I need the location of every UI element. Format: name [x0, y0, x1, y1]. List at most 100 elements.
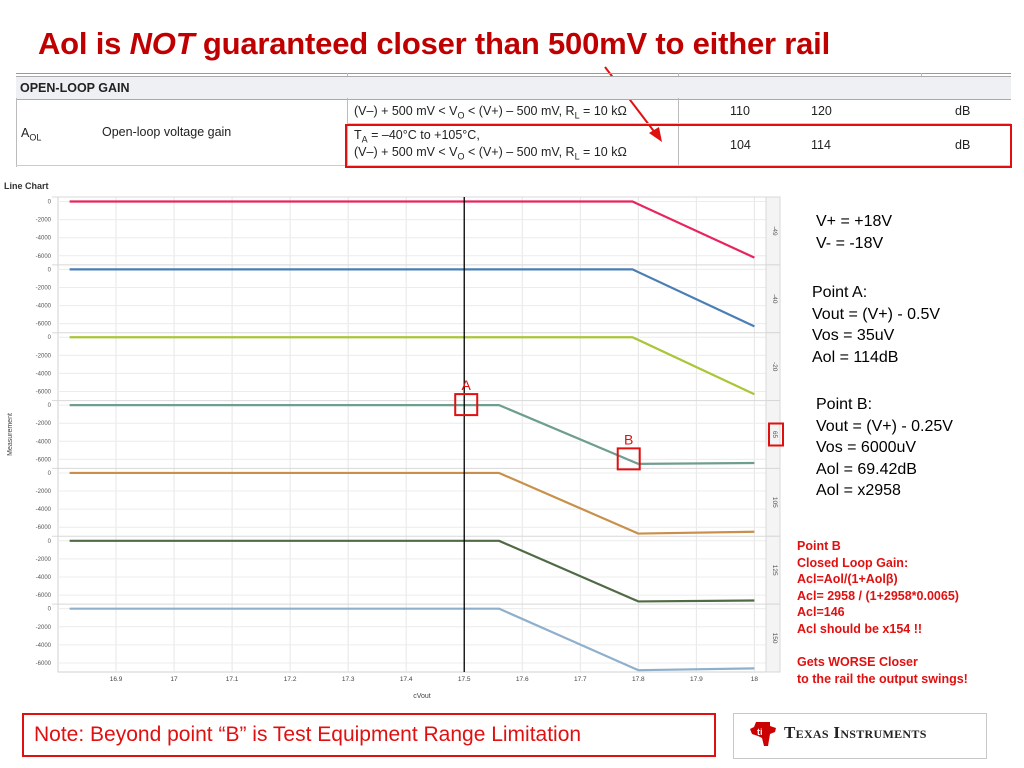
rail-positive: V+ = +18V [816, 213, 893, 230]
series-line [69, 403, 755, 466]
x-tick-label: 17.3 [342, 676, 355, 683]
title-post: guaranteed closer than 500mV to either r… [194, 26, 830, 61]
y-tick-label: -4000 [36, 575, 52, 581]
x-tick-label: 17.8 [632, 676, 645, 683]
spec-table-header: OPEN-LOOP GAIN [16, 76, 1011, 100]
y-tick-label: -2000 [36, 285, 52, 291]
svg-text:ti: ti [757, 727, 763, 737]
chart-title: Line Chart [4, 181, 49, 191]
y-tick-label: -4000 [36, 643, 52, 649]
point-b-line: Point B: [816, 396, 873, 413]
note-text: Note: Beyond point “B” is Test Equipment… [34, 723, 582, 746]
x-tick-label: 17.7 [574, 676, 587, 683]
point-b-text: Point B: Vout = (V+) - 0.25V Vos = 6000u… [816, 394, 953, 502]
x-tick-label: 17.2 [284, 676, 297, 683]
annotation-label: B [624, 431, 633, 447]
point-a-text: Point A: Vout = (V+) - 0.5V Vos = 35uV A… [812, 282, 940, 368]
y-tick-label: -6000 [36, 525, 52, 531]
closed-loop-line: to the rail the output swings! [797, 671, 968, 686]
title-pre: Aol is [38, 26, 130, 61]
y-tick-label: 0 [48, 539, 52, 545]
y-tick-label: -2000 [36, 421, 52, 427]
spec-row2-typ: 114 [811, 138, 831, 152]
highlight-row-box [345, 124, 1012, 168]
point-a-line: Aol = 114dB [812, 348, 899, 366]
brand-name: Texas Instruments [784, 723, 927, 742]
closed-loop-line: Point B [797, 539, 841, 553]
y-tick-label: -6000 [36, 254, 52, 260]
y-tick-label: 0 [48, 267, 52, 273]
annotation-label: A [462, 377, 472, 393]
panel-label-highlight [768, 422, 784, 447]
spec-row1-min: 110 [730, 104, 750, 118]
annotation-box [616, 447, 641, 471]
closed-loop-line: Acl should be x154 !! [797, 621, 923, 636]
panel-label: -20 [771, 362, 778, 372]
panel-label: -40 [771, 294, 778, 304]
point-a-line: Vos = 35uV [812, 327, 895, 344]
panel-label: 150 [771, 633, 778, 644]
x-tick-label: 17.6 [516, 676, 529, 683]
slide-title: Aol is NOT guaranteed closer than 500mV … [38, 26, 830, 62]
spec-row2-min: 104 [730, 138, 751, 152]
y-axis-title: Measurement [7, 413, 14, 456]
y-tick-label: -4000 [36, 304, 52, 310]
spec-row2-condition: (V–) + 500 mV < VO < (V+) – 500 mV, RL =… [354, 145, 627, 162]
panel-label-strip [765, 603, 781, 673]
y-tick-label: -2000 [36, 625, 52, 631]
y-tick-label: -4000 [36, 236, 52, 242]
y-tick-label: -6000 [36, 593, 52, 599]
x-tick-label: 18 [751, 676, 759, 683]
closed-loop-line: Acl=146 [797, 605, 845, 620]
point-a-line: Point A: [812, 284, 868, 301]
y-tick-label: 0 [48, 607, 52, 613]
point-b-line: Vout = (V+) - 0.25V [816, 417, 953, 435]
note-box: Note: Beyond point “B” is Test Equipment… [22, 713, 716, 757]
line-chart: 16.9 17 17.1 17.2 17.3 17.4 17.5 17.6 17.7 17.8 17… [7, 196, 784, 700]
y-tick-label: -6000 [36, 390, 52, 396]
panel-label: 105 [771, 497, 778, 508]
title-emphasis: NOT [129, 26, 195, 61]
y-tick-label: -2000 [36, 218, 52, 224]
point-b-line: Vos = 6000uV [816, 439, 917, 456]
y-tick-label: 0 [48, 471, 52, 477]
point-b-line: Aol = 69.42dB [816, 460, 917, 478]
spec-row2-unit: dB [955, 138, 971, 152]
closed-loop-line: Acl= 2958 / (1+2958*0.0065) [797, 588, 959, 603]
spec-symbol: AOL [21, 126, 42, 143]
closed-loop-line: Acl=Aol/(1+Aolβ) [797, 572, 898, 587]
x-tick-label: 17.1 [226, 676, 239, 683]
spec-row1-unit: dB [955, 104, 971, 118]
panel-label: -49 [771, 226, 778, 236]
y-tick-label: -2000 [36, 557, 52, 563]
y-tick-label: 0 [48, 403, 52, 409]
y-tick-label: -6000 [36, 457, 52, 463]
x-tick-label: 17.5 [458, 676, 471, 683]
series-line [69, 336, 755, 396]
x-tick-label: 16.9 [110, 676, 123, 683]
series-line [69, 539, 755, 603]
series-line [69, 471, 755, 535]
point-a-line: Vout = (V+) - 0.5V [812, 305, 941, 323]
x-tick-label: 17.4 [400, 676, 413, 683]
y-tick-label: 0 [48, 335, 52, 341]
x-tick-label: 17 [170, 676, 178, 683]
y-tick-label: -6000 [36, 322, 52, 328]
y-tick-label: -4000 [36, 371, 52, 377]
closed-loop-line [797, 638, 968, 655]
logo-frame [733, 713, 987, 759]
series-line [69, 607, 755, 672]
ti-logo-icon: ti [750, 722, 776, 746]
y-tick-label: -2000 [36, 353, 52, 359]
spec-table: OPEN-LOOP GAIN AOL Open-loop voltage gai… [16, 73, 1011, 167]
closed-loop-line: Gets WORSE Closer [797, 655, 918, 670]
spec-header-text: OPEN-LOOP GAIN [20, 81, 130, 95]
rails-text: V+ = +18V V- = -18V [816, 211, 892, 254]
panel-label: 65 [771, 431, 778, 439]
spec-row2-temp: TA = –40°C to +105°C, [354, 128, 480, 145]
series-line [69, 200, 755, 259]
y-tick-label: 0 [48, 200, 52, 206]
closed-loop-note: Point B Closed Loop Gain: Acl=Aol/(1+Aol… [797, 538, 968, 687]
closed-loop-line: Closed Loop Gain: [797, 555, 909, 570]
y-tick-label: -6000 [36, 661, 52, 667]
